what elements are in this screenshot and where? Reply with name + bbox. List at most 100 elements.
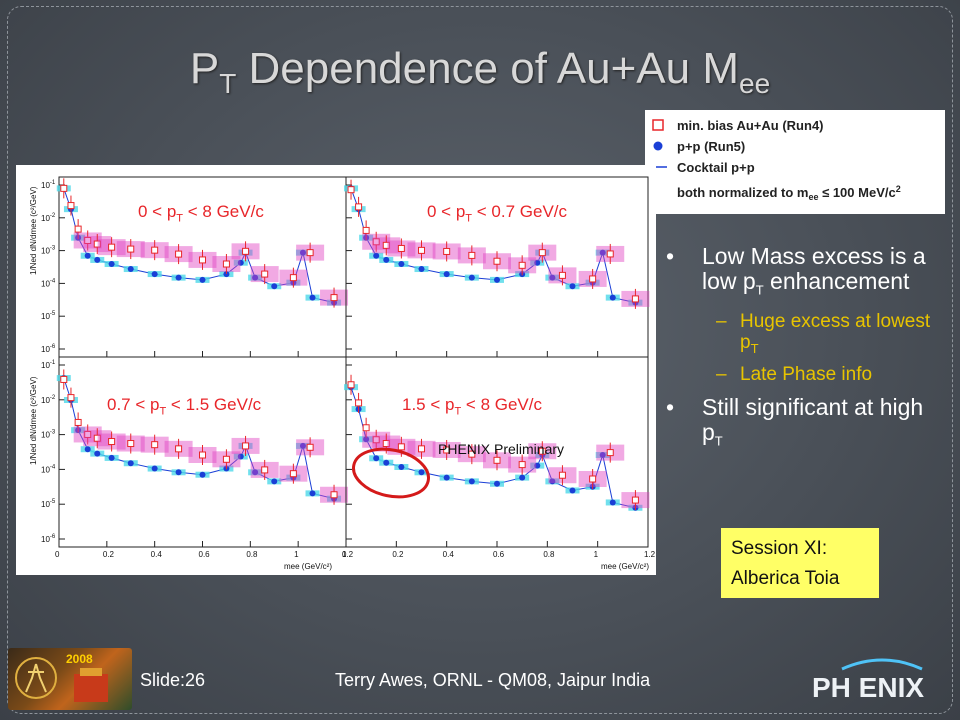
aa-point [372, 238, 380, 246]
aa-point [60, 375, 68, 383]
aa-point [397, 244, 405, 252]
legend-note: both normalized to mee ≤ 100 MeV/c2 [677, 184, 901, 202]
aa-point [347, 381, 355, 389]
mass-spectra-plot: 10-1 10-2 10-3 10-4 10-5 10-6 10-1 10-2 10-3 10-4… [16, 165, 656, 575]
pp-point [175, 469, 182, 476]
aa-point [468, 450, 476, 458]
x-axis-label-right: mee (GeV/c²) [601, 562, 649, 571]
pp-point [309, 294, 316, 301]
pp-point [309, 490, 316, 497]
aa-point [261, 270, 269, 278]
aa-point [222, 260, 230, 268]
aa-point [347, 186, 355, 194]
aa-point [493, 257, 501, 265]
y-tick-exponent: -5 [50, 311, 56, 317]
pp-point [418, 266, 425, 273]
aa-point [330, 294, 338, 302]
pp-point [271, 283, 278, 290]
aa-point [199, 256, 206, 264]
aa-point [175, 445, 183, 453]
pp-point [271, 478, 278, 485]
x-tick-label: 0.6 [199, 550, 211, 559]
pp-point [549, 274, 556, 281]
aa-point [558, 271, 566, 279]
aa-point [306, 249, 314, 257]
x-tick-label: 1.2 [342, 550, 354, 559]
pp-point [443, 474, 450, 481]
mass-spectra-svg: 10-110-210-310-410-510-610-110-210-310-4… [29, 176, 656, 571]
pp-point [252, 274, 259, 281]
pp-point [94, 256, 101, 263]
x-tick-label: 0.2 [103, 550, 115, 559]
aa-point [443, 446, 451, 454]
aa-point [372, 436, 380, 444]
plot-legend: min. bias Au+Au (Run4) p+p (Run5) Cockta… [645, 110, 945, 214]
y-tick-label: 10-5 [41, 311, 56, 321]
aa-point [175, 250, 183, 258]
y-tick-label: 10-3 [41, 246, 56, 256]
aa-point [330, 491, 338, 499]
phenix-logo-text: PH ENIX [812, 672, 924, 703]
y-tick-label: 10-2 [41, 395, 56, 405]
y-axis-label-lower: 1/Ned dN/dmee (c²/GeV) [29, 376, 38, 465]
subbullet-late-phase: Late Phase info [666, 364, 936, 385]
pp-point [549, 478, 556, 485]
aa-point [631, 295, 639, 303]
aa-point [631, 496, 639, 504]
x-tick-label: 0.4 [443, 550, 455, 559]
y-tick-label: 10-4 [41, 464, 56, 474]
session-line-2: Alberica Toia [731, 568, 840, 589]
y-tick-exponent: -2 [50, 395, 56, 401]
aa-point [242, 442, 250, 450]
x-tick-label: 0.8 [543, 550, 555, 559]
aa-point [493, 456, 501, 464]
footer-credit: Terry Awes, ORNL - QM08, Jaipur India [335, 670, 651, 690]
y-tick-label: 10-2 [41, 213, 56, 223]
pp-point [151, 271, 158, 278]
y-tick-label: 10-4 [41, 278, 56, 288]
pp-point [599, 249, 606, 256]
pp-point [373, 252, 380, 259]
pp-point [127, 266, 134, 273]
x-tick-label: 1.2 [644, 550, 656, 559]
session-line-1: Session XI: [731, 538, 828, 559]
y-tick-exponent: -5 [50, 499, 56, 505]
aa-point [261, 466, 269, 474]
y-tick-exponent: -6 [50, 344, 56, 350]
pp-point [383, 459, 390, 466]
footer-slide-number: Slide:26 [140, 670, 206, 690]
pp-point [363, 436, 370, 443]
pp-point [398, 261, 405, 268]
x-axis-label-left: mee (GeV/c²) [284, 562, 332, 571]
pp-point [84, 446, 91, 453]
aa-point [589, 275, 597, 283]
pp-point [199, 276, 206, 283]
aa-point [538, 447, 546, 455]
legend-circle-marker [653, 141, 663, 151]
aa-point [306, 443, 314, 451]
aa-point [222, 455, 230, 463]
pp-point [84, 252, 91, 259]
pp-point [569, 283, 576, 290]
x-tick-label: 0.4 [151, 550, 163, 559]
y-tick-exponent: -6 [50, 534, 56, 540]
logo-year-text: 2008 [66, 652, 93, 666]
aa-point [93, 240, 101, 248]
pp-point [127, 460, 134, 467]
aa-point [127, 245, 135, 253]
y-tick-label: 10-1 [41, 180, 56, 190]
y-tick-exponent: -2 [50, 213, 56, 219]
legend-square-marker [652, 119, 664, 131]
pp-point [599, 451, 606, 458]
aa-point [93, 434, 101, 442]
y-tick-label: 10-3 [41, 430, 56, 440]
pp-point [519, 474, 526, 481]
pp-point [443, 271, 450, 278]
aa-point [362, 424, 370, 432]
aa-point [355, 203, 363, 211]
pp-point [494, 480, 500, 487]
pp-point [468, 274, 475, 281]
y-axis-label: 1/Ned dN/dmee (c²/GeV) [29, 186, 38, 275]
pp-point [299, 442, 306, 449]
panel-label-high-pt: 1.5 < pT < 8 GeV/c [402, 395, 542, 418]
